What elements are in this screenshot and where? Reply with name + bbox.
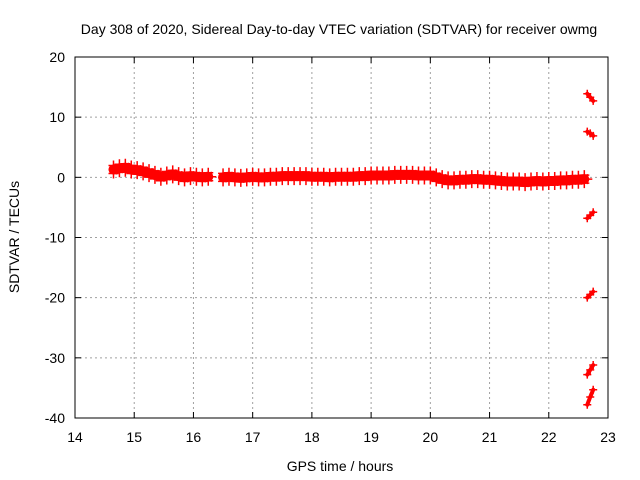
data-point [589, 287, 598, 296]
y-tick-label: 10 [49, 109, 65, 125]
x-tick-label: 22 [541, 429, 557, 445]
x-tick-label: 19 [363, 429, 379, 445]
data-point [206, 171, 217, 182]
x-tick-label: 15 [126, 429, 142, 445]
data-points [108, 89, 598, 409]
data-point [589, 385, 598, 394]
x-tick-label: 17 [245, 429, 261, 445]
data-point [582, 174, 593, 185]
data-point [586, 392, 595, 401]
x-axis-label: GPS time / hours [287, 458, 394, 474]
data-point [586, 365, 595, 374]
data-point [589, 131, 598, 140]
data-point [589, 96, 598, 105]
data-point [583, 370, 592, 379]
y-axis-label: SDTVAR / TECUs [6, 181, 22, 293]
y-tick-label: 20 [49, 49, 65, 65]
x-tick-label: 23 [600, 429, 616, 445]
x-tick-label: 18 [304, 429, 320, 445]
y-tick-label: -40 [45, 410, 65, 426]
data-point [589, 361, 598, 370]
y-tick-label: -10 [45, 230, 65, 246]
x-tick-label: 21 [482, 429, 498, 445]
y-tick-label: 0 [57, 169, 65, 185]
y-tick-label: -30 [45, 350, 65, 366]
chart-title: Day 308 of 2020, Sidereal Day-to-day VTE… [81, 21, 597, 37]
data-point [589, 208, 598, 217]
y-tick-label: -20 [45, 290, 65, 306]
axis-ticks: 14 15 16 17 18 19 20 21 22 23 20 10 0 -10 -20 -30 -40 [45, 49, 616, 445]
x-tick-label: 20 [423, 429, 439, 445]
x-tick-label: 16 [186, 429, 202, 445]
x-tick-label: 14 [67, 429, 83, 445]
data-point [583, 400, 592, 409]
